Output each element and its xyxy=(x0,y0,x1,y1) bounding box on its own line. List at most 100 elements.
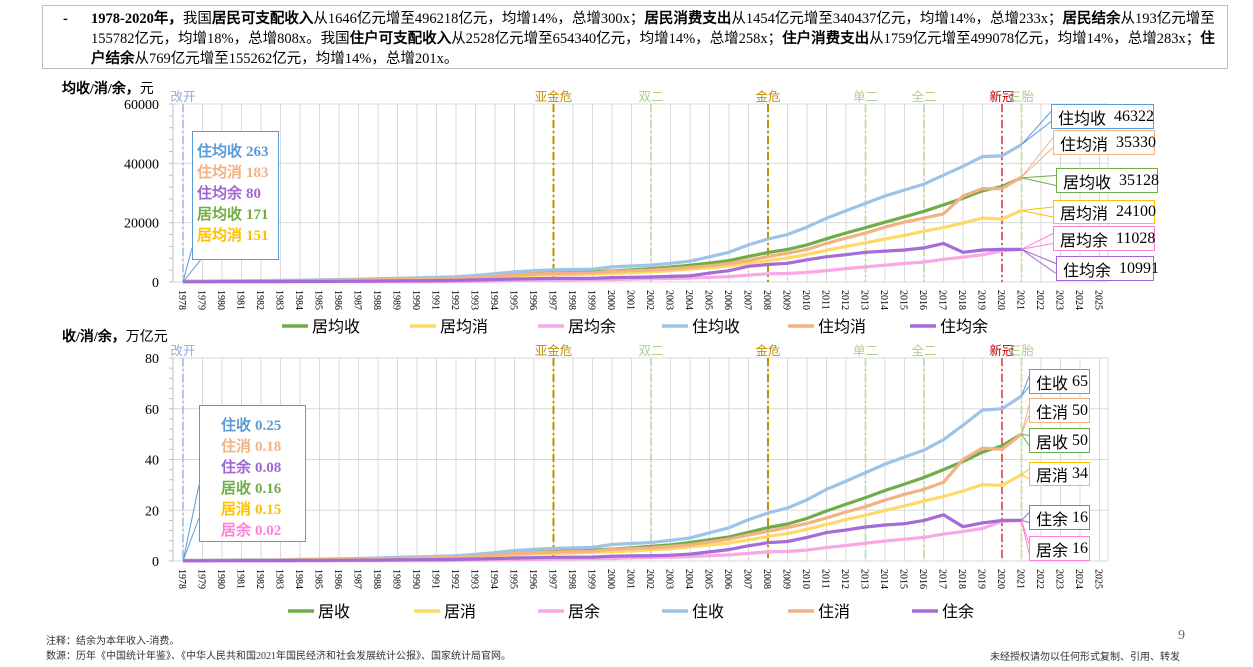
summary-segment: 我国 xyxy=(182,11,212,27)
callout-leader xyxy=(1021,386,1030,397)
series-line-住均收 xyxy=(182,143,1023,283)
callout-label: 住收 xyxy=(1036,375,1069,393)
x-tick-label: 1985 xyxy=(313,290,324,310)
callout-leader xyxy=(1021,376,1030,397)
callout-label: 居均余 xyxy=(1060,232,1109,250)
event-label: 全二 xyxy=(911,343,936,358)
x-tick-label: 2011 xyxy=(820,290,831,310)
end-value-callout: 居均余 11028 xyxy=(1053,226,1155,251)
summary-segment: 从769亿元增至155262亿元，均增14%，总增201x。 xyxy=(134,51,459,67)
summary-segment: 住户消费支出 xyxy=(782,31,870,47)
event-label: 亚金危 xyxy=(535,343,573,358)
x-tick-label: 1987 xyxy=(352,569,363,589)
end-value-callout: 住均余 10991 xyxy=(1056,256,1159,281)
x-tick-label: 1981 xyxy=(235,290,246,310)
callout-value: 0.18 xyxy=(255,439,282,455)
callout-leader xyxy=(1021,243,1054,250)
x-tick-label: 1988 xyxy=(371,569,382,589)
x-tick-label: 2025 xyxy=(1093,290,1104,310)
callout-value: 183 xyxy=(246,165,269,181)
summary-segment: 从1759亿元增至499078亿元，均增14%，总增283x； xyxy=(869,31,1201,47)
series-line-住收 xyxy=(182,394,1023,563)
series-line-居余 xyxy=(183,518,1022,563)
start-callout-row: 住消 0.18 xyxy=(221,437,305,458)
source-note: 数源：历年《中国统计年鉴》、《中华人民共和国2021年国民经济和社会发展统计公报… xyxy=(46,651,511,662)
chart1-ylabel-unit: 元 xyxy=(139,82,154,97)
start-callout-row: 住收 0.25 xyxy=(221,416,305,437)
callout-pointer xyxy=(182,517,200,562)
x-tick-label: 1981 xyxy=(235,569,246,589)
legend-label: 住余 xyxy=(942,602,974,621)
x-tick-label: 2020 xyxy=(995,569,1006,589)
x-tick-label: 2004 xyxy=(683,290,694,310)
x-tick-label: 2003 xyxy=(664,569,675,589)
callout-label: 居均收 xyxy=(1063,174,1112,192)
end-value-callout: 住均收 46322 xyxy=(1051,104,1154,129)
x-tick-label: 1999 xyxy=(586,290,597,310)
y-tick-label: 60000 xyxy=(124,98,159,113)
callout-label: 住消 xyxy=(1036,404,1069,422)
callout-value: 35128 xyxy=(1119,171,1160,189)
x-tick-label: 2006 xyxy=(722,290,733,310)
callout-leader xyxy=(1021,468,1030,476)
callout-value: 50 xyxy=(1072,431,1089,449)
chart1-ylabel-main: 均收/消/余， xyxy=(62,82,140,97)
legend-label: 居均消 xyxy=(440,317,488,336)
summary-segment: 从1646亿元增至496218亿元，均增14%，总增300x； xyxy=(313,11,645,27)
chart2-ylabel-unit: 万亿元 xyxy=(125,330,168,345)
event-label: 单二 xyxy=(853,89,878,104)
start-callout-row: 居余 0.02 xyxy=(221,521,305,542)
x-tick-label: 2001 xyxy=(625,569,636,589)
callout-label: 住均收 xyxy=(1058,110,1107,128)
end-value-callout: 住消 50 xyxy=(1029,398,1090,423)
callout-leader xyxy=(1021,206,1054,212)
x-tick-label: 2022 xyxy=(1034,290,1045,310)
x-tick-label: 2016 xyxy=(917,569,928,589)
callout-value: 65 xyxy=(1072,372,1089,390)
callout-label: 住均消 xyxy=(197,165,243,181)
callout-value: 151 xyxy=(246,228,269,244)
callout-value: 10991 xyxy=(1119,259,1160,277)
y-tick-label: 0 xyxy=(152,555,159,570)
legend-label: 住均消 xyxy=(818,317,866,336)
x-tick-label: 1983 xyxy=(274,569,285,589)
x-tick-label: 2006 xyxy=(722,569,733,589)
callout-value: 263 xyxy=(246,144,269,160)
x-tick-label: 1997 xyxy=(547,569,558,589)
x-tick-label: 1991 xyxy=(430,569,441,589)
event-label: 新冠 xyxy=(989,343,1015,358)
callout-label: 居余 xyxy=(221,523,252,539)
callout-value: 35330 xyxy=(1116,133,1157,151)
x-tick-label: 1998 xyxy=(566,569,577,589)
x-tick-label: 1986 xyxy=(332,569,343,589)
chart-2: 0 20 40 60 80 1978 1979 1980 1981 1982 1983 1984 198… xyxy=(145,343,1109,621)
x-tick-label: 1986 xyxy=(332,290,343,310)
x-tick-label: 1994 xyxy=(488,290,499,310)
y-tick-label: 20000 xyxy=(124,217,159,232)
start-values-callout: 住收 0.25 住消 0.18 住余 0.08 居收 0.16 居消 0.15 居余 0.02 xyxy=(199,405,306,542)
x-tick-label: 2019 xyxy=(976,290,987,310)
end-value-callout: 住均消 35330 xyxy=(1053,130,1157,155)
start-callout-row: 居收 0.16 xyxy=(221,479,305,500)
callout-label: 住收 xyxy=(221,418,252,434)
x-tick-label: 2013 xyxy=(859,569,870,589)
start-callout-row: 居均收 171 xyxy=(197,205,278,226)
x-tick-label: 1998 xyxy=(566,290,577,310)
callout-leader xyxy=(1021,415,1030,435)
event-label: 亚金危 xyxy=(535,89,573,104)
event-label: 全二 xyxy=(911,89,936,104)
legend-label: 居均余 xyxy=(568,317,616,336)
callout-value: 80 xyxy=(246,186,262,202)
x-tick-label: 1978 xyxy=(176,290,187,310)
legend-label: 居均收 xyxy=(312,317,360,336)
x-tick-label: 2018 xyxy=(956,569,967,589)
event-label: 金危 xyxy=(755,89,780,104)
x-tick-label: 2017 xyxy=(937,290,948,310)
callout-leader xyxy=(1021,210,1054,218)
x-tick-label: 2024 xyxy=(1073,569,1084,589)
y-tick-label: 0 xyxy=(152,276,159,291)
summary-segment: 1978-2020年， xyxy=(91,11,183,27)
callout-leader xyxy=(1021,177,1057,186)
x-tick-label: 2005 xyxy=(703,290,714,310)
